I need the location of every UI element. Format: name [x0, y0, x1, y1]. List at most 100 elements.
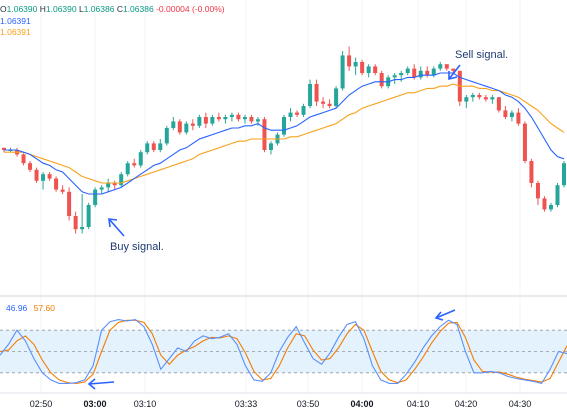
candle-body — [399, 73, 404, 76]
candle-body — [438, 64, 443, 69]
candle-body — [210, 117, 215, 124]
ma-fast-value: 1.06391 — [0, 16, 31, 26]
candle-body — [184, 123, 189, 133]
candle-body — [132, 163, 137, 166]
buy-signal-label: Buy signal. — [110, 241, 164, 253]
open-value: 1.06390 — [6, 4, 38, 14]
candle-body — [249, 117, 254, 122]
candle-body — [516, 112, 521, 124]
candle-body — [477, 95, 482, 98]
candle-body — [490, 97, 495, 100]
time-tick-label: 03:10 — [134, 399, 157, 409]
candle-body — [73, 216, 78, 230]
stochastic-legend: 46.96 57.60 — [6, 303, 55, 313]
candle-body — [373, 66, 378, 73]
time-tick-label: 03:33 — [235, 399, 258, 409]
candle-body — [412, 68, 417, 78]
candle-body — [28, 163, 33, 170]
candle-body — [431, 68, 436, 76]
candle-body — [509, 112, 514, 117]
candle-body — [301, 106, 306, 115]
sell-signal-label: Sell signal. — [455, 49, 509, 61]
candle-body — [327, 103, 332, 106]
time-tick-label: 02:50 — [30, 399, 53, 409]
candle-body — [119, 174, 124, 186]
ma-fast-line — [4, 72, 565, 195]
change-value: -0.00004 (-0.00%) — [156, 4, 225, 14]
candle-body — [21, 154, 26, 164]
stochastic-levels — [0, 329, 567, 374]
stoch-k-value: 46.96 — [6, 303, 28, 313]
time-axis[interactable]: 02:50 03:00 03:10 03:33 03:50 04:00 04:10 04:20… — [30, 399, 532, 409]
candle-body — [216, 117, 221, 120]
candle-body — [535, 183, 540, 199]
candle-body — [151, 143, 156, 150]
time-tick-label: 04:00 — [350, 399, 373, 409]
candle-body — [197, 117, 202, 126]
candle-body — [145, 143, 150, 153]
candle-body — [314, 84, 319, 102]
candle-body — [405, 68, 410, 73]
ohlc-legend: O1.06390 H1.06390 L1.06386 C1.06386 -0.0… — [0, 4, 225, 14]
candle-body — [177, 121, 182, 133]
candle-body — [379, 73, 384, 87]
candle-body — [112, 183, 117, 186]
stochastic-d-line — [0, 319, 567, 384]
candle-body — [47, 174, 52, 179]
candle-body — [190, 123, 195, 126]
time-tick-label: 03:00 — [83, 399, 106, 409]
high-value: 1.06390 — [45, 4, 77, 14]
candle-body — [125, 163, 130, 175]
candle-body — [223, 117, 228, 120]
candle-body — [93, 189, 98, 205]
candle-body — [496, 97, 501, 111]
candle-body — [80, 227, 85, 230]
low-label: L — [78, 4, 84, 14]
candle-body — [542, 198, 547, 210]
candle-body — [41, 174, 46, 181]
candle-body — [425, 70, 430, 76]
candle-body — [164, 128, 169, 144]
candle-body — [353, 62, 358, 67]
candle-body — [308, 84, 313, 106]
candle-body — [262, 119, 267, 150]
candle-body — [158, 143, 163, 150]
candle-body — [86, 205, 91, 227]
candle-body — [464, 97, 469, 102]
candle-body — [60, 189, 65, 192]
candle-body — [340, 55, 345, 89]
candle-body — [470, 95, 475, 98]
stoch-high-arrow-icon — [434, 309, 456, 321]
candle-body — [562, 163, 566, 186]
candle-body — [106, 183, 111, 188]
close-label: C — [116, 4, 123, 14]
open-label: O — [0, 4, 7, 14]
high-label: H — [39, 4, 46, 14]
sell-arrow-icon — [448, 64, 461, 81]
candle-body — [255, 119, 260, 122]
candle-body — [236, 114, 241, 120]
candle-body — [54, 178, 59, 190]
stoch-low-arrow-icon — [87, 378, 115, 390]
candle-body — [483, 97, 488, 100]
candle-body — [444, 64, 449, 69]
candle-body — [282, 117, 286, 135]
candle-body — [555, 185, 560, 205]
time-tick-label: 03:50 — [297, 399, 320, 409]
time-tick-label: 04:20 — [455, 399, 478, 409]
candle-body — [203, 117, 208, 124]
candle-body — [171, 121, 176, 128]
candlestick-series — [2, 46, 566, 234]
candle-body — [2, 147, 6, 150]
candle-body — [334, 88, 339, 106]
time-tick-label: 04:10 — [407, 399, 430, 409]
candle-body — [34, 169, 39, 181]
candle-body — [347, 55, 352, 67]
stochastic-k-line — [0, 319, 567, 385]
candle-body — [366, 66, 371, 73]
candle-body — [503, 110, 508, 117]
candle-body — [548, 205, 553, 210]
candle-body — [360, 62, 365, 73]
candle-body — [522, 123, 527, 161]
